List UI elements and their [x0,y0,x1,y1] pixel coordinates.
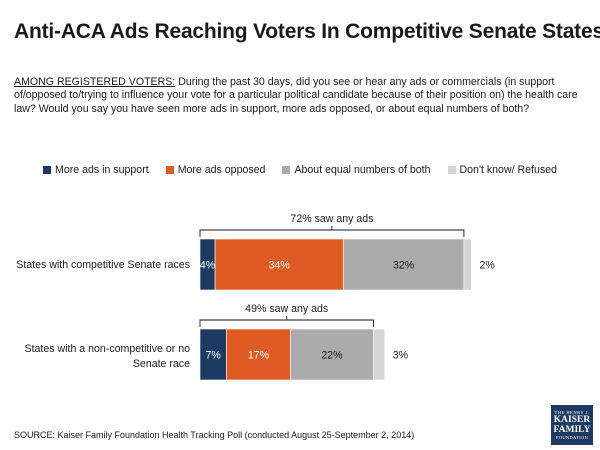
category-label: States with competitive Senate races [16,259,190,271]
bar-segment-opposed [226,328,291,381]
legend-label-support: More ads in support [55,164,149,176]
data-label-support: 4% [200,260,216,272]
logo-line-4: FOUNDATION [556,435,588,440]
data-label-equal: 32% [393,260,415,272]
saw-any-ads-annotation: 49% saw any ads [245,303,328,315]
legend-label-opposed: More ads opposed [177,164,266,176]
legend-label-equal: About equal numbers of both [294,164,431,176]
question-text: During the past 30 days, did you see or … [14,76,578,115]
legend-swatch-support [43,166,52,174]
data-label-equal: 22% [321,350,343,362]
logo-line-1: THE HENRY J. [554,410,590,415]
data-label-opposed: 34% [269,260,291,272]
bar-segment-support [199,328,227,381]
saw-any-ads-bracket [199,226,465,237]
data-label-support: 7% [206,350,222,362]
kff-logo: THE HENRY J. KAISER FAMILY FOUNDATION [551,405,593,445]
data-label-dontknow: 3% [393,350,409,362]
question-lead: AMONG REGISTERED VOTERS: [14,76,176,88]
bar-segment-dontknow [463,238,472,291]
survey-question: AMONG REGISTERED VOTERS: During the past… [14,76,589,116]
chart-title: Anti-ACA Ads Reaching Voters In Competit… [14,20,600,43]
legend-item-dontknow: Don't know/ Refused [447,164,557,176]
legend-item-opposed: More ads opposed [165,164,266,176]
legend-swatch-equal [282,166,291,174]
legend-swatch-opposed [165,166,174,174]
data-label-opposed: 17% [248,350,270,362]
legend-item-equal: About equal numbers of both [282,164,431,176]
saw-any-ads-annotation: 72% saw any ads [290,213,373,225]
chart-legend: More ads in support More ads opposed Abo… [0,164,600,176]
logo-line-3: FAMILY [553,425,591,435]
data-label-dontknow: 2% [479,260,495,272]
legend-swatch-dontknow [447,166,456,174]
legend-item-support: More ads in support [43,164,149,176]
saw-any-ads-bracket [199,316,374,327]
logo-line-2: KAISER [553,415,591,425]
bar-segment-equal [342,238,465,291]
category-label: Senate race [133,358,190,370]
bar-segment-dontknow [373,328,386,381]
bar-segment-equal [290,328,374,381]
legend-label-dontknow: Don't know/ Refused [459,164,557,176]
source-note: SOURCE: Kaiser Family Foundation Health … [14,430,415,440]
category-label: States with a non-competitive or no [25,343,191,355]
